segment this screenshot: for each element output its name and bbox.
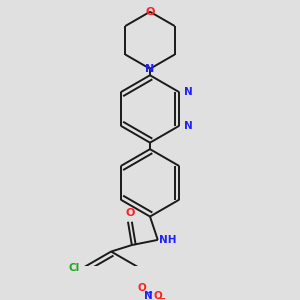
Text: O: O bbox=[153, 291, 162, 300]
Text: O: O bbox=[145, 7, 155, 17]
Text: O: O bbox=[125, 208, 135, 218]
Text: +: + bbox=[147, 290, 153, 296]
Text: N: N bbox=[184, 121, 193, 131]
Text: N: N bbox=[146, 64, 154, 74]
Text: O: O bbox=[137, 283, 146, 293]
Text: Cl: Cl bbox=[68, 263, 79, 273]
Text: NH: NH bbox=[159, 235, 177, 245]
Text: −: − bbox=[158, 294, 165, 300]
Text: N: N bbox=[144, 291, 153, 300]
Text: N: N bbox=[184, 87, 193, 97]
